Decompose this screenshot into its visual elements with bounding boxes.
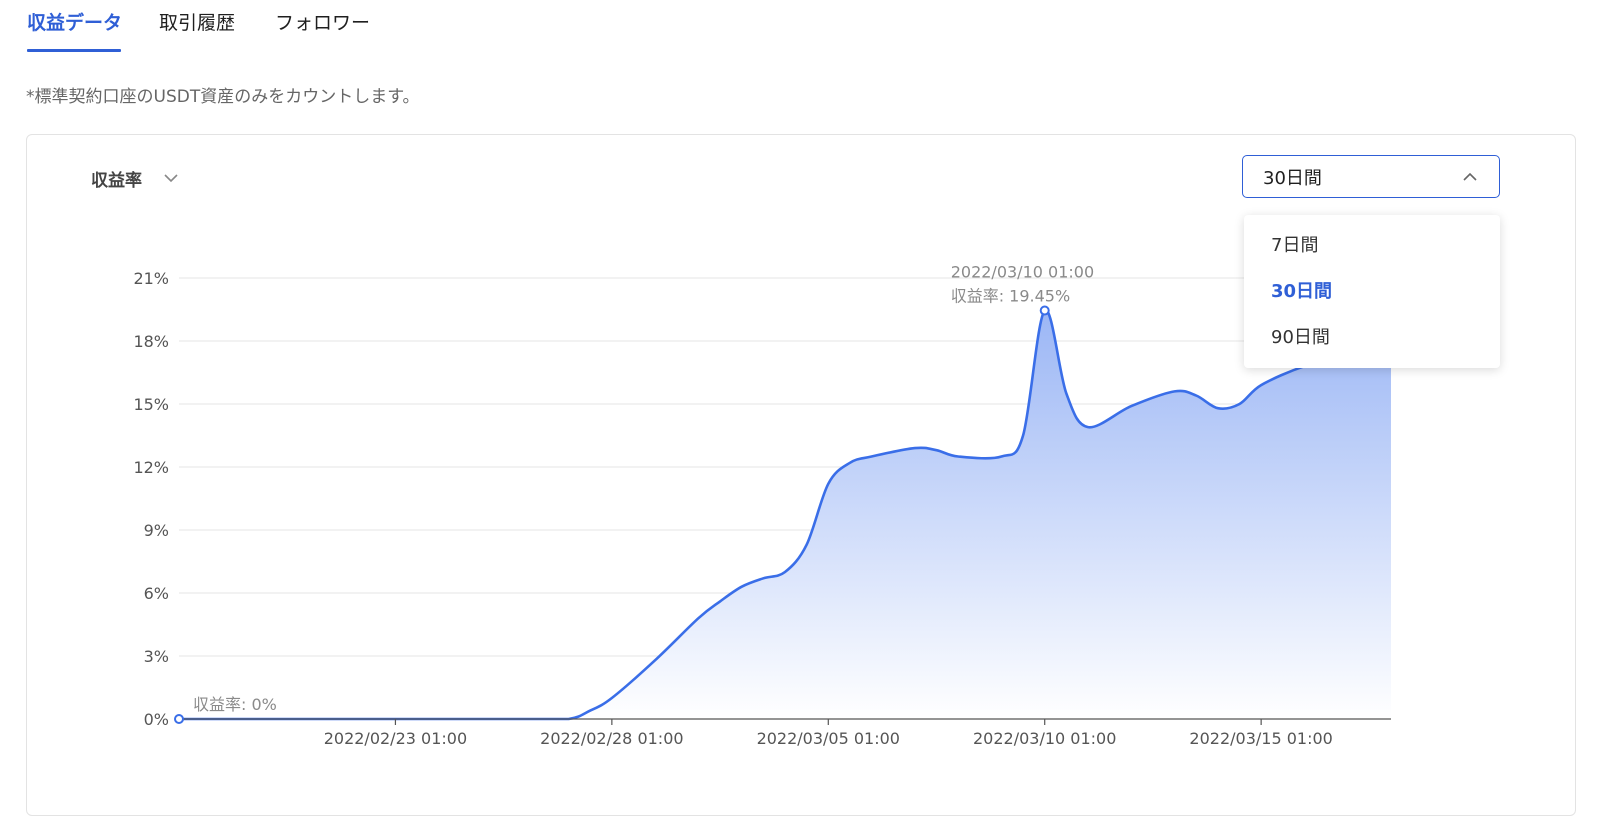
metric-select[interactable]: 収益率: [91, 163, 180, 193]
usdt-note: *標準契約口座のUSDT資産のみをカウントします。: [26, 87, 420, 107]
earnings-rate-area: [179, 310, 1391, 719]
data-point-marker: [1039, 305, 1050, 316]
chevron-down-icon: [162, 169, 180, 187]
y-tick-label: 9%: [144, 521, 169, 540]
x-tick-label: 2022/02/28 01:00: [540, 729, 683, 748]
tab-earnings-data[interactable]: 収益データ: [27, 12, 123, 34]
metric-select-label: 収益率: [91, 170, 142, 191]
y-tick-label: 12%: [133, 458, 169, 477]
chevron-up-icon: [1461, 168, 1479, 186]
peak-annotation-value: 収益率: 19.45%: [951, 287, 1071, 306]
data-point-marker: [174, 714, 184, 724]
y-tick-label: 15%: [133, 395, 169, 414]
peak-annotation-date: 2022/03/10 01:00: [951, 263, 1094, 282]
earnings-rate-chart: 0% 3% 6% 9% 12% 15% 18% 21% 2022/02/23 01:00 2022…: [133, 263, 1392, 748]
period-option-90-days[interactable]: 90日間: [1271, 327, 1330, 348]
tab-followers[interactable]: フォロワー: [275, 12, 371, 34]
y-tick-label: 21%: [133, 269, 169, 288]
period-option-30-days[interactable]: 30日間: [1271, 281, 1333, 302]
y-tick-label: 18%: [133, 332, 169, 351]
tab-trade-history[interactable]: 取引履歴: [159, 12, 236, 34]
x-tick-label: 2022/03/05 01:00: [757, 729, 900, 748]
tab-bar: 収益データ 取引履歴 フォロワー: [0, 0, 1600, 54]
period-select-value: 30日間: [1263, 167, 1322, 189]
active-tab-indicator: [27, 49, 121, 52]
x-tick-label: 2022/02/23 01:00: [324, 729, 467, 748]
period-dropdown: 7日間 30日間 90日間: [1244, 215, 1500, 368]
period-select[interactable]: 30日間: [1242, 155, 1500, 198]
start-annotation-value: 収益率: 0%: [193, 695, 277, 714]
period-option-7-days[interactable]: 7日間: [1271, 235, 1319, 256]
x-tick-label: 2022/03/10 01:00: [973, 729, 1116, 748]
y-tick-label: 3%: [144, 647, 169, 666]
y-tick-label: 6%: [144, 584, 169, 603]
chart-card: 収益率 30日間 0% 3% 6% 9% 12% 15% 18% 21% 2022/02/23 …: [26, 134, 1576, 816]
y-tick-label: 0%: [144, 710, 169, 729]
x-tick-label: 2022/03/15 01:00: [1189, 729, 1332, 748]
